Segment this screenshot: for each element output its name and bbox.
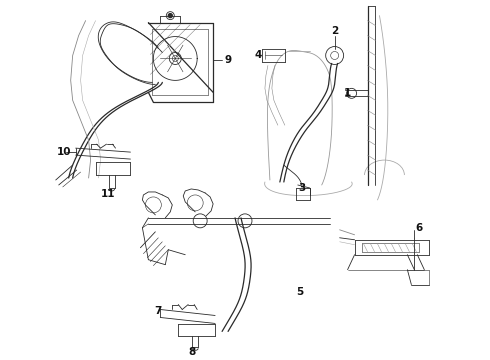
Text: 8: 8 [189,347,196,357]
Text: 10: 10 [56,147,71,157]
Text: 6: 6 [416,223,423,233]
Text: 2: 2 [331,26,338,36]
Text: 7: 7 [155,306,162,316]
Text: 5: 5 [296,287,303,297]
Text: 3: 3 [298,183,305,193]
Circle shape [168,14,172,18]
Text: 9: 9 [224,55,232,66]
Text: 11: 11 [101,189,116,199]
Text: 4: 4 [254,50,262,60]
Text: 1: 1 [344,88,351,98]
